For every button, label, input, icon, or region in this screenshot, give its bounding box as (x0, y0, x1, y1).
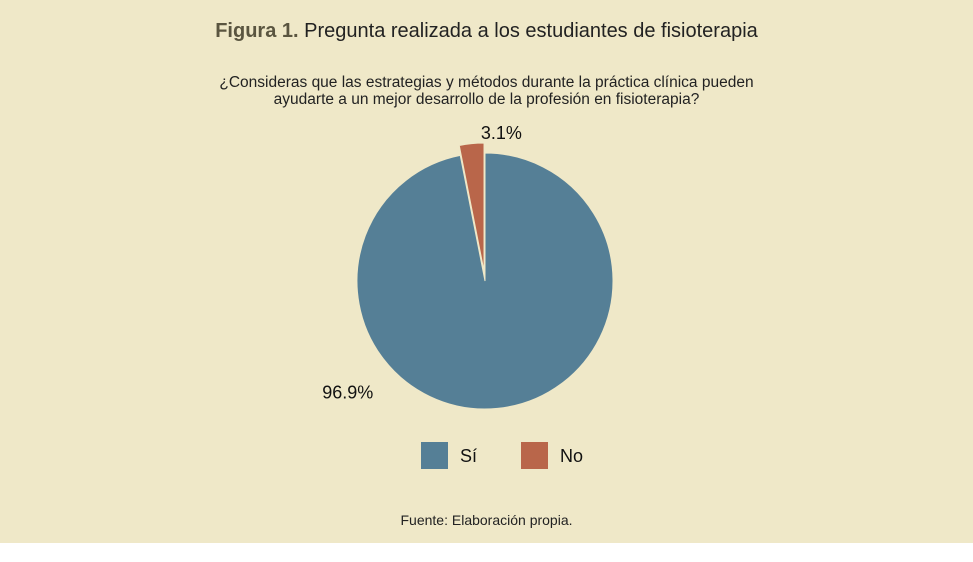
figure-label: Figura 1. (215, 20, 299, 42)
legend-swatch-si (421, 442, 448, 469)
data-label-si: 96.9% (322, 383, 373, 403)
chart-question: ¿Consideras que las estrategias y método… (0, 74, 973, 108)
data-label-no: 3.1% (481, 123, 522, 143)
legend-label-si: Sí (460, 446, 477, 466)
legend-label-no: No (560, 446, 583, 466)
question-line-1: ¿Consideras que las estrategias y método… (219, 74, 754, 91)
pie-slice-no (458, 142, 485, 272)
pie-slice-si (356, 152, 614, 410)
question-line-2: ayudarte a un mejor desarrollo de la pro… (273, 91, 700, 108)
figure-panel: Figura 1. Pregunta realizada a los estud… (0, 0, 973, 543)
legend-swatch-no (521, 442, 548, 469)
figure-title-text: Pregunta realizada a los estudiantes de … (304, 20, 758, 42)
pie-chart: 96.9% 3.1% Sí No (322, 123, 614, 469)
figure-title: Figura 1. Pregunta realizada a los estud… (0, 20, 973, 43)
figure-source: Fuente: Elaboración propia. (400, 512, 573, 528)
